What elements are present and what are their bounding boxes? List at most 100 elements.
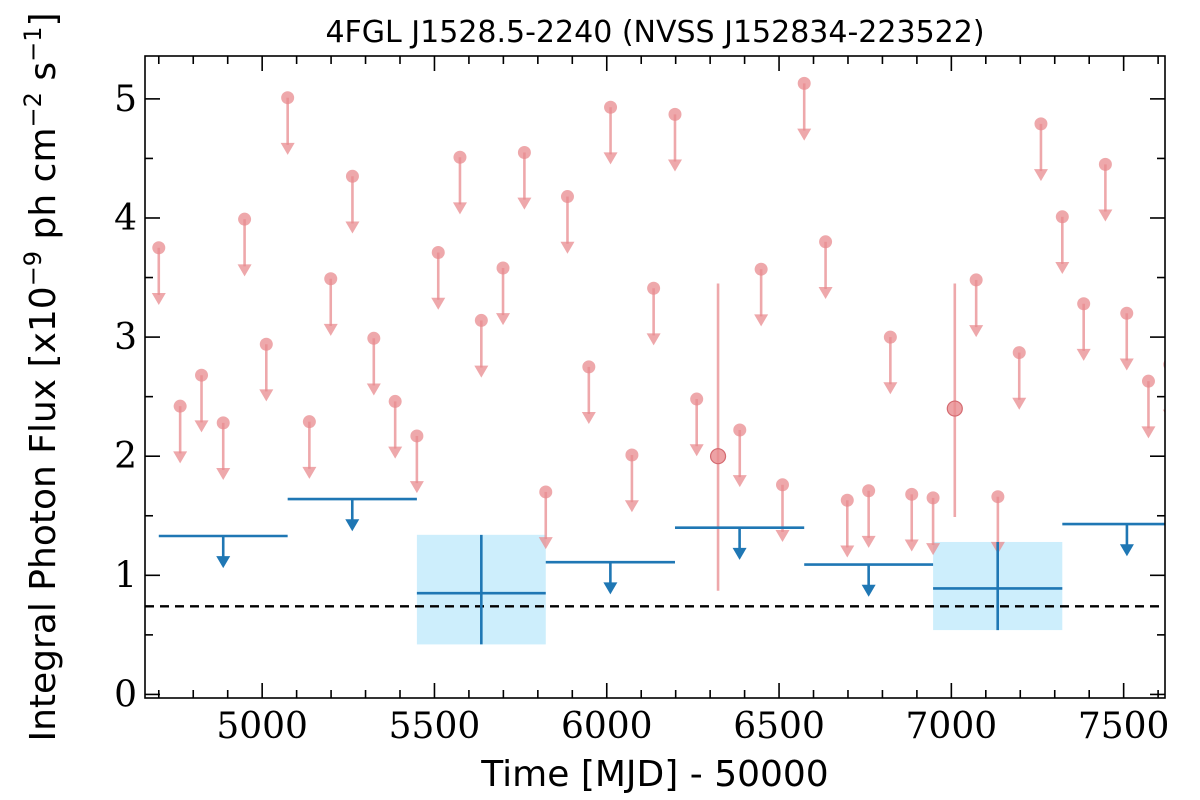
short-bin-upper-limit-arrowhead <box>216 468 231 481</box>
short-bin-upper-limit-point <box>582 360 596 374</box>
short-bin-upper-limit-point <box>969 273 983 287</box>
short-bin-upper-limit-point <box>345 169 359 183</box>
short-bin-upper-limit-arrowhead <box>1119 358 1134 371</box>
short-bin-upper-limit-arrowhead <box>496 313 511 326</box>
short-bin-upper-limit-arrowhead <box>646 333 661 346</box>
short-bin-upper-limit-point <box>905 487 919 501</box>
short-bin-upper-limit-point <box>216 416 230 430</box>
y-tick-label: 4 <box>114 198 137 239</box>
axis-ticks: 5000 5500 6000 6500 7000 7500 0 1 2 3 4 5 <box>114 56 1169 747</box>
short-bin-upper-limit-point <box>539 485 553 499</box>
short-bin-upper-limit-arrowhead <box>775 529 790 542</box>
y-tick-label: 0 <box>114 674 137 715</box>
y-axis-label-part: ph cm <box>23 127 64 250</box>
short-bin-upper-limit-point <box>152 241 166 255</box>
short-bin-upper-limit-point <box>195 368 209 382</box>
short-bin-upper-limit-arrowhead <box>323 323 338 336</box>
short-bin-upper-limit-point <box>388 394 402 408</box>
x-axis-label: Time [MJD] - 50000 <box>480 754 828 795</box>
short-bin-upper-limit-arrowhead <box>538 537 553 550</box>
short-bin-upper-limit-arrowhead <box>409 481 424 494</box>
short-bin-upper-limit-point <box>259 337 273 351</box>
short-bin-upper-limit-point <box>1077 297 1091 311</box>
y-tick-label: 3 <box>114 317 137 358</box>
short-bin-upper-limit-point <box>733 423 747 437</box>
short-bin-upper-limit-point <box>991 490 1005 504</box>
short-bin-detection-point <box>709 448 727 465</box>
long-bin-upper-limit-arrowhead <box>603 582 618 595</box>
short-bin-upper-limit-point <box>453 150 467 164</box>
short-bin-upper-limit-arrowhead <box>1141 426 1156 439</box>
short-bin-upper-limit-point <box>797 76 811 90</box>
y-axis-label: Integral Photon Flux [x10−9 ph cm−2 s−1] <box>19 12 64 741</box>
short-bin-upper-limit-point <box>560 190 574 204</box>
short-bin-upper-limit-arrowhead <box>173 451 188 464</box>
short-bin-upper-limit-arrowhead <box>259 389 274 402</box>
short-bin-upper-limit-point <box>1034 117 1048 131</box>
y-tick-label: 5 <box>114 79 137 120</box>
y-tick-label: 1 <box>114 555 137 596</box>
y-axis-label-part: ] <box>23 12 64 26</box>
long-bin-upper-limit-arrowhead <box>1119 544 1134 557</box>
long-bin-upper-limit-arrowhead <box>345 519 360 532</box>
y-axis-label-exponent: −2 <box>19 92 47 127</box>
short-bin-upper-limit-point <box>690 392 704 406</box>
y-tick-label: 2 <box>114 436 137 477</box>
y-axis-label-exponent: −1 <box>19 27 47 62</box>
short-bin-upper-limit-point <box>883 330 897 344</box>
short-bin-upper-limit-arrowhead <box>861 535 876 548</box>
short-bin-upper-limit-point <box>625 448 639 462</box>
short-bin-upper-limit-arrowhead <box>818 286 833 299</box>
short-bin-upper-limit-point <box>604 100 618 114</box>
short-bin-detection-point <box>946 400 963 417</box>
short-bin-upper-limit-arrowhead <box>689 444 704 457</box>
short-bin-upper-limit-point <box>173 399 187 413</box>
short-bin-upper-limit-arrowhead <box>474 365 489 378</box>
x-tick-label: 7500 <box>1078 706 1170 747</box>
short-bin-upper-limit-point <box>668 107 682 121</box>
plot-frame <box>144 55 1166 699</box>
short-bin-upper-limit-point <box>1141 374 1155 388</box>
long-bin-upper-limit-arrowhead <box>216 556 231 569</box>
short-bin-upper-limit-arrowhead <box>194 420 209 433</box>
short-bin-upper-limit-point <box>474 313 488 327</box>
chart-title: 4FGL J1528.5-2240 (NVSS J152834-223522) <box>325 15 984 50</box>
short-bin-upper-limit-point <box>1055 210 1069 224</box>
short-bin-upper-limit-arrowhead <box>560 241 575 254</box>
long-bin-upper-limit-arrowhead <box>732 547 747 560</box>
x-tick-label: 6000 <box>561 706 653 747</box>
short-bin-upper-limit-arrowhead <box>280 142 295 155</box>
short-bin-upper-limit-arrowhead <box>431 297 446 310</box>
x-tick-label: 7000 <box>906 706 998 747</box>
short-bin-upper-limit-point <box>238 212 252 226</box>
short-bin-upper-limit-arrowhead <box>732 475 747 488</box>
x-tick-label: 5500 <box>389 706 481 747</box>
short-bin-upper-limit-arrowhead <box>302 466 317 479</box>
short-bin-upper-limit-arrowhead <box>667 159 682 172</box>
short-bin-upper-limit-arrowhead <box>388 446 403 459</box>
x-tick-label: 6500 <box>733 706 825 747</box>
short-bin-upper-limit-point <box>1012 346 1026 360</box>
short-bin-upper-limit-point <box>1098 157 1112 171</box>
short-bin-upper-limit-point <box>647 281 661 295</box>
short-bin-upper-limit-arrowhead <box>1076 348 1091 361</box>
short-bin-upper-limit-point <box>926 491 940 505</box>
y-axis-label-exponent: −9 <box>19 251 47 286</box>
short-bin-upper-limit-arrowhead <box>517 197 532 210</box>
short-bin-upper-limit-point <box>776 478 789 492</box>
short-bin-upper-limit-arrowhead <box>603 152 618 165</box>
short-bin-upper-limit-arrowhead <box>151 292 166 305</box>
short-bin-upper-limit-point <box>367 331 381 345</box>
short-bin-upper-limit-arrowhead <box>345 221 360 234</box>
short-bin-upper-limit-point <box>281 91 295 105</box>
short-bin-upper-limit-arrowhead <box>1012 397 1027 410</box>
short-bin-upper-limit-arrowhead <box>969 325 984 338</box>
short-bin-upper-limit-arrowhead <box>904 539 919 552</box>
x-tick-label: 5000 <box>216 706 308 747</box>
short-bin-upper-limit-point <box>517 145 531 159</box>
short-bin-upper-limit-arrowhead <box>366 383 381 396</box>
short-bin-upper-limit-arrowhead <box>237 264 252 277</box>
short-bin-upper-limit-arrowhead <box>797 128 812 141</box>
short-bin-upper-limit-point <box>496 261 510 275</box>
